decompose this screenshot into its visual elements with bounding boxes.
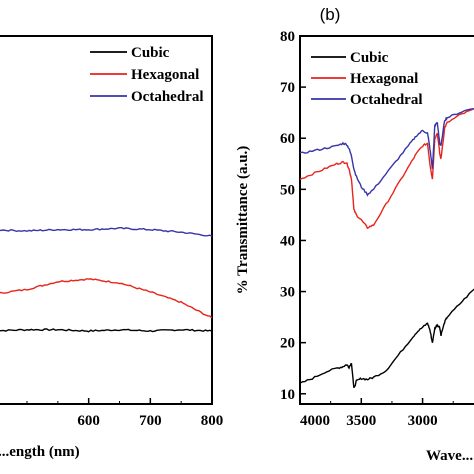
panel-b-label: (b) [320, 5, 341, 24]
panel-a-series-line-hexagonal [0, 278, 213, 319]
panel-b-x-tick-label: 3000 [408, 413, 438, 429]
panel-b-legend: Cubic Hexagonal Octahedral [311, 50, 423, 108]
panel-b-series-line-octahedral [299, 108, 474, 197]
panel-b-x-tick-label: 3500 [346, 413, 376, 429]
panel-b-ticks: 10203040506070804000350030002: [280, 29, 454, 429]
panel-b-y-tick-label: 40 [280, 233, 295, 249]
panel-a-x-tick-label: 700 [139, 413, 162, 429]
panel-a-series-line-octahedral [0, 227, 213, 237]
panel-b-y-tick-label: 60 [280, 131, 295, 147]
panel-b-frame [299, 35, 474, 405]
panel-a-legend: Cubic Hexagonal Octahedral [90, 45, 204, 105]
panel-b-y-tick-label: 70 [280, 80, 295, 96]
panel-b: (b) 10203040506070804000350030002: % Tra… [235, 5, 474, 464]
panel-a-x-tick-label: 600 [77, 413, 100, 429]
panel-b-series-line-cubic [299, 288, 474, 389]
panel-b-legend-label: Cubic [350, 50, 389, 66]
panel-a-series [0, 227, 213, 333]
panel-b-legend-label: Hexagonal [350, 71, 418, 87]
panel-b-y-tick-label: 10 [280, 387, 295, 403]
panel-a-legend-label: Hexagonal [131, 67, 199, 83]
panel-a: 600 700 800 ...ength (nm) Cubic Hexagonal Oc… [0, 35, 224, 460]
panel-a-x-tick-label: 800 [201, 413, 224, 429]
panel-a-legend-label: Octahedral [131, 89, 204, 105]
panel-a-ticks: 600 700 800 [26, 398, 224, 429]
panel-b-y-tick-label: 80 [280, 29, 295, 45]
panel-b-y-tick-label: 50 [280, 182, 295, 198]
panel-a-x-axis-label: ...ength (nm) [0, 444, 80, 460]
panel-a-series-line-cubic [0, 328, 213, 333]
panel-b-series [299, 107, 474, 389]
panel-a-legend-label: Cubic [131, 45, 170, 61]
panel-b-y-axis-label: % Transmittance (a.u.) [235, 146, 251, 295]
panel-b-y-tick-label: 20 [280, 336, 295, 352]
panel-b-series-line-hexagonal [299, 107, 474, 230]
panel-b-x-axis-label: Wave... [426, 448, 473, 464]
panel-b-x-tick-label: 4000 [300, 413, 330, 429]
panel-a-frame [0, 35, 213, 405]
panel-b-y-tick-label: 30 [280, 285, 295, 301]
panel-b-legend-label: Octahedral [350, 92, 423, 108]
